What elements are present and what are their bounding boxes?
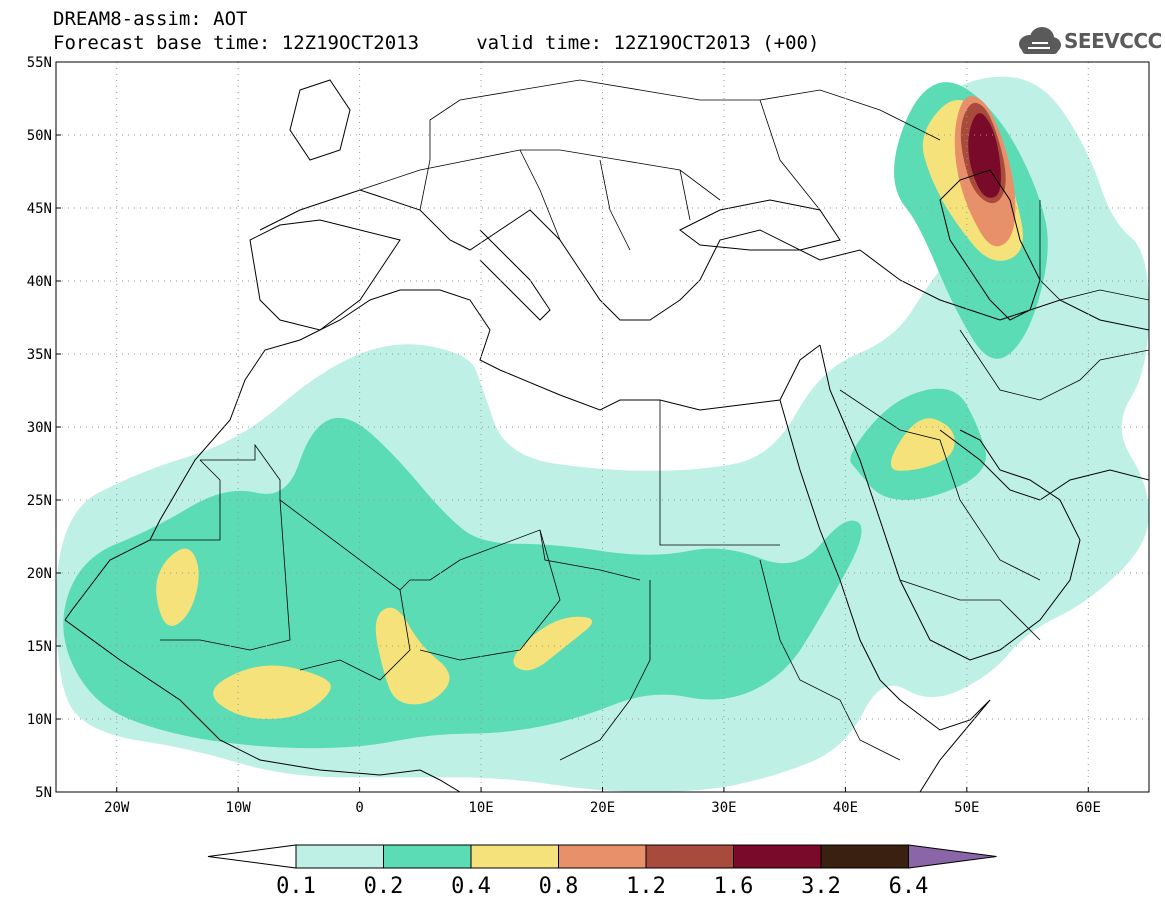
border-sahara-2 <box>659 400 780 546</box>
longitude-label: 40E <box>833 800 858 816</box>
europe-coastline <box>259 189 1149 331</box>
aot-region-dust-e <box>890 418 955 471</box>
colorbar-level-label: 1.2 <box>626 874 666 899</box>
colorbar-level-label: 0.1 <box>276 874 316 899</box>
longitude-label: 30E <box>711 800 736 816</box>
border-sahara-3 <box>150 459 221 541</box>
border-iran <box>959 329 1149 401</box>
colorbar-box <box>295 844 384 869</box>
aot-region-dust-d <box>513 616 593 671</box>
forecast-time-subtitle: Forecast base time: 12Z19OCT2013 valid t… <box>53 32 820 54</box>
border-sahel-2 <box>299 589 411 681</box>
colorbar-labels: 0.1 0.2 0.4 0.8 1.2 1.6 3.2 6.4 <box>276 874 928 899</box>
colorbar-under-arrow <box>207 844 297 869</box>
longitude-label: 10E <box>468 800 493 816</box>
longitude-label: 20E <box>590 800 615 816</box>
uk-coastline <box>289 79 351 161</box>
aot-region-core-africa <box>63 417 862 749</box>
latitude-labels: 55N 50N 45N 40N 35N 30N 25N 20N 15N 10N 5N <box>27 55 61 801</box>
longitude-label: 60E <box>1076 800 1101 816</box>
italy-coastline <box>479 229 551 321</box>
map-title: DREAM8-assim: AOT <box>53 8 248 30</box>
border-arabia-1 <box>839 389 1041 581</box>
colorbar-box <box>558 844 647 869</box>
latitude-label: 55N <box>27 55 52 71</box>
aot-region-dust-b <box>213 665 331 719</box>
black-sea-coastline <box>679 199 841 251</box>
latitude-label: 5N <box>35 785 52 801</box>
iberia-coastline <box>249 219 401 331</box>
border-sahara-1 <box>200 443 641 591</box>
border-sahel-1 <box>160 499 291 651</box>
border-arabia-2 <box>899 579 1041 641</box>
border-europe-2 <box>419 79 941 211</box>
latitude-label: 25N <box>27 493 52 509</box>
red-sea-coastline <box>779 399 881 681</box>
latitude-label: 30N <box>27 420 52 436</box>
colorbar-over-arrow <box>908 844 997 869</box>
aot-region-caspian-3 <box>968 113 1001 198</box>
coastline-layer <box>64 79 1149 792</box>
longitude-label: 0 <box>355 800 363 816</box>
border-europe-3 <box>519 99 821 251</box>
colorbar-level-label: 0.8 <box>539 874 579 899</box>
logo-text: SEEVCCC <box>1064 29 1162 53</box>
border-sahel-4 <box>559 580 651 761</box>
colorbar-boxes <box>207 844 997 869</box>
latitude-label: 20N <box>27 566 52 582</box>
colorbar-level-label: 6.4 <box>889 874 929 899</box>
colorbar-box <box>645 844 734 869</box>
seevccc-logo: SEEVCCC <box>1016 24 1162 58</box>
latitude-label: 45N <box>27 201 52 217</box>
cloud-icon <box>1019 27 1061 54</box>
colorbar-level-label: 3.2 <box>801 874 841 899</box>
colorbar-box <box>383 844 472 869</box>
colorbar-box <box>733 844 822 869</box>
border-east-africa <box>759 559 901 761</box>
longitude-label: 20W <box>104 800 130 816</box>
latitude-label: 35N <box>27 347 52 363</box>
colorbar-box <box>820 844 909 869</box>
gulf-of-guinea-coastline <box>64 619 461 792</box>
longitude-label: 10W <box>226 800 252 816</box>
caspian-sea-coastline <box>939 169 1041 321</box>
longitude-label: 50E <box>954 800 979 816</box>
arabia-coastline <box>819 344 1081 661</box>
border-sahel-3 <box>419 529 561 661</box>
latitude-label: 10N <box>27 712 52 728</box>
aot-region-dust-a <box>156 548 199 626</box>
country-borders-layer <box>150 79 1149 761</box>
border-kazakhstan <box>1039 200 1149 301</box>
latitude-label: 50N <box>27 128 52 144</box>
colorbar-box <box>470 844 559 869</box>
aot-fill-layer <box>56 76 1149 792</box>
africa-north-coastline <box>64 289 821 621</box>
aot-region-dust-c <box>375 607 450 705</box>
latitude-label: 40N <box>27 274 52 290</box>
colorbar-level-label: 1.6 <box>714 874 754 899</box>
colorbar-level-label: 0.4 <box>451 874 491 899</box>
latitude-label: 15N <box>27 639 52 655</box>
east-africa-coastline <box>879 679 991 792</box>
colorbar-level-label: 0.2 <box>364 874 404 899</box>
longitude-labels: 20W 10W 0 10E 20E 30E 40E 50E 60E <box>104 787 1101 816</box>
